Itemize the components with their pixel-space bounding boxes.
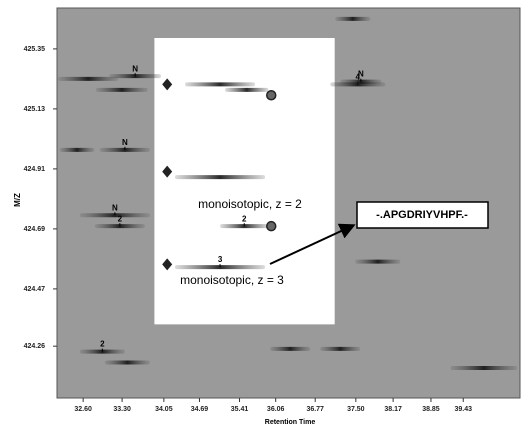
- feature-streak: [450, 366, 518, 370]
- feature-streak: [335, 16, 371, 21]
- circle-marker: [265, 220, 277, 232]
- y-tick-label: 424.47: [24, 286, 46, 293]
- x-tick-label: 38.85: [422, 406, 440, 413]
- feature-streak: [95, 87, 148, 92]
- feature-streak: [174, 175, 266, 180]
- x-tick-label: 34.69: [191, 406, 209, 413]
- charge-label: N: [112, 203, 118, 212]
- charge-label: N: [122, 138, 128, 147]
- x-tick-label: 39.43: [454, 406, 472, 413]
- charge-label: N: [132, 64, 138, 73]
- diamond-marker: [162, 258, 173, 271]
- x-tick-label: 38.17: [384, 406, 402, 413]
- feature-streak: [184, 82, 256, 87]
- feature-streak: [270, 346, 311, 351]
- x-tick-label: 35.41: [231, 406, 249, 413]
- peptide-label: -.APGDRIYVHPF.-: [376, 209, 468, 221]
- annotation: monoisotopic, z = 2: [198, 197, 302, 211]
- diamond-marker: [162, 78, 173, 91]
- y-tick-label: 424.69: [24, 226, 46, 233]
- feature-streak: [320, 346, 361, 351]
- x-tick-label: 34.05: [155, 406, 173, 413]
- charge-label: 2: [118, 214, 123, 223]
- x-tick-label: 32.60: [74, 406, 92, 413]
- y-tick-label: 425.13: [24, 106, 46, 113]
- annotation: monoisotopic, z = 3: [180, 273, 284, 287]
- x-tick-label: 36.06: [267, 406, 285, 413]
- charge-label: 2: [242, 214, 247, 223]
- feature-streak: [58, 76, 119, 81]
- peptide-box: [356, 201, 489, 229]
- y-axis-label: M/Z: [13, 193, 22, 207]
- charge-label: 3: [218, 255, 223, 264]
- diamond-marker: [162, 165, 173, 178]
- arrow: [269, 223, 356, 265]
- x-tick-label: 33.30: [113, 406, 131, 413]
- x-tick-label: 37.50: [347, 406, 365, 413]
- feature-streak: [355, 259, 401, 264]
- circle-marker: [265, 90, 277, 101]
- y-tick-label: 424.91: [24, 166, 46, 173]
- y-tick-label: 424.26: [24, 343, 46, 350]
- feature-streak: [104, 360, 150, 365]
- charge-label: 2: [100, 340, 105, 349]
- feature-streak: [59, 147, 95, 152]
- charge-label: 4: [356, 72, 361, 81]
- y-tick-label: 425.35: [24, 46, 46, 53]
- charge-label: N: [358, 70, 364, 79]
- feature-streak: [225, 87, 269, 92]
- x-tick-label: 36.77: [306, 406, 324, 413]
- x-axis-label: Retention Time: [265, 419, 316, 426]
